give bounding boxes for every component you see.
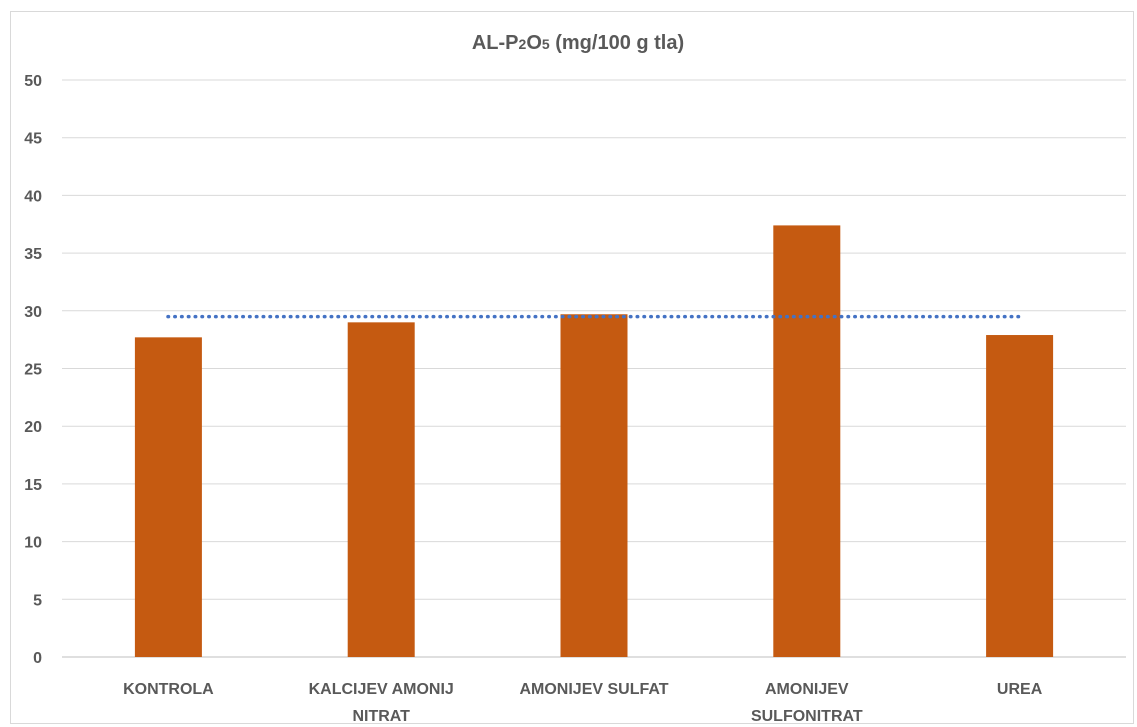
y-tick-label: 50 <box>24 73 42 90</box>
y-axis-tick-labels: 0 5 10 15 20 25 30 35 40 45 50 <box>24 73 42 667</box>
bar <box>347 322 415 657</box>
chart-title-part: 5 <box>542 36 550 52</box>
y-tick-label: 30 <box>24 304 42 321</box>
x-axis-category-labels: KONTROLA KALCIJEV AMONIJ NITRAT AMONIJEV SU… <box>123 681 1043 725</box>
chart-title-part: (mg/100 g tla) <box>550 32 684 54</box>
x-category-label: AMONIJEV SULFAT <box>519 681 668 698</box>
bar <box>560 314 628 657</box>
chart-title-part: O <box>526 32 542 54</box>
x-category-label: NITRAT <box>352 708 410 725</box>
chart-title-part: AL-P <box>472 32 519 54</box>
y-tick-label: 40 <box>24 188 42 205</box>
chart-title: AL-P2O5 (mg/100 g tla) <box>472 32 684 54</box>
x-category-label: AMONIJEV <box>765 681 849 698</box>
chart-title-part: 2 <box>519 36 527 52</box>
y-tick-label: 45 <box>24 131 42 148</box>
bar <box>773 225 841 658</box>
y-tick-label: 25 <box>24 362 42 379</box>
x-category-label: UREA <box>997 681 1043 698</box>
y-tick-label: 0 <box>33 650 42 667</box>
y-tick-label: 15 <box>24 477 42 494</box>
y-tick-label: 20 <box>24 419 42 436</box>
y-tick-label: 35 <box>24 246 42 263</box>
bar <box>986 335 1054 657</box>
x-category-label: KONTROLA <box>123 681 214 698</box>
bar <box>134 337 202 657</box>
x-category-label: KALCIJEV AMONIJ <box>309 681 454 698</box>
x-category-label: SULFONITRAT <box>751 708 863 725</box>
gridlines <box>62 79 1126 658</box>
y-tick-label: 5 <box>33 592 42 609</box>
bars <box>134 225 1054 658</box>
y-tick-label: 10 <box>24 535 42 552</box>
